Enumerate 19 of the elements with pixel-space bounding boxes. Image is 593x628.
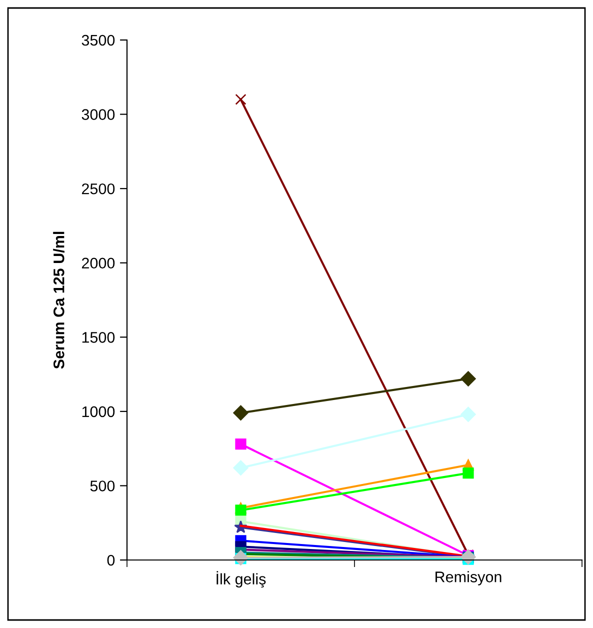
y-tick-label: 500	[90, 480, 115, 492]
point	[462, 468, 474, 479]
point	[233, 405, 248, 420]
point	[233, 460, 248, 476]
x-tick-label: Remisyon	[436, 571, 502, 586]
y-tick-label: 3500	[82, 34, 115, 46]
y-tick-label: 2500	[82, 183, 115, 194]
point	[235, 94, 246, 105]
y-tick-label: 1500	[82, 332, 115, 343]
y-axis-title: Serum Ca 125 U/ml	[53, 232, 64, 369]
point	[460, 371, 476, 386]
point	[235, 438, 246, 450]
y-tick-label: 0	[107, 554, 115, 566]
point	[235, 504, 246, 516]
y-tick-label: 3000	[82, 109, 115, 120]
x-tick-label: İlk geliş	[216, 571, 266, 588]
y-tick-label: 1000	[82, 406, 115, 418]
point	[460, 406, 476, 422]
y-tick-label: 2000	[82, 258, 115, 269]
